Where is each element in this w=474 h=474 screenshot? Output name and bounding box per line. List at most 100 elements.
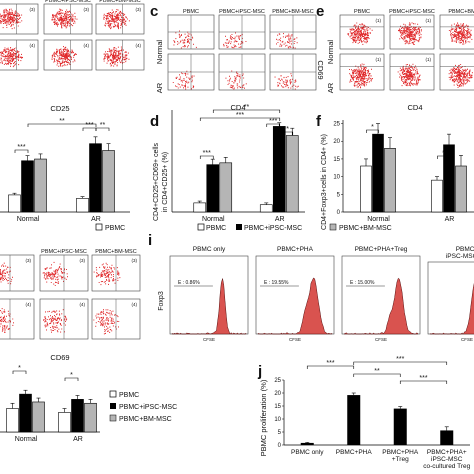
plot-g-normal-0: (3) (0, 254, 35, 292)
plot-g-normal-1-dots (42, 261, 68, 287)
chart-f-ytick-label: 20 (333, 139, 340, 145)
chart-h-category-label: Normal (15, 436, 38, 443)
plot-c-ar-2-dot-cloud (274, 73, 299, 90)
chart-j-category-label: +Treg (392, 456, 409, 463)
plot-c-normal-1-dot-cloud (223, 32, 247, 49)
plot-e-normal-1-quadrant-label: (1) (426, 18, 432, 23)
plot-c-normal-0-dots (173, 30, 197, 49)
plot-e-normal-2-title: PBMC+BM (448, 9, 474, 15)
chart-j-category-label: co-cultured Treg (423, 463, 470, 470)
chart-j-bar (440, 430, 454, 445)
legend-d-swatch-pbmc (197, 223, 205, 231)
plot-e-normal-0-quadrant-label: (1) (376, 18, 382, 23)
legend-d-swatch-ipsc (236, 224, 242, 230)
chart-f-category-label: Normal (367, 216, 390, 223)
histogram-0-title: PBMC only (193, 246, 226, 253)
chart-d-sig-bracket (199, 117, 281, 121)
histogram-1-frame (255, 255, 335, 335)
chart-b-bar (21, 160, 34, 213)
plot-a-ar-2-dots (103, 46, 130, 67)
chart-d: Normal AR************* (171, 104, 305, 223)
histogram-2-xlabel: CFSE (375, 337, 387, 342)
chart-f-bar (431, 179, 443, 213)
chart-j-bar (300, 442, 314, 445)
histogram-3-frame (427, 261, 474, 335)
plot-e-ar-1-quadrant-label: (1) (426, 57, 432, 62)
plot-c-ar-1 (218, 53, 266, 91)
plot-c-normal-2-dot-cloud (276, 33, 298, 49)
chart-d-category-label: Normal (202, 216, 225, 223)
plot-c-normal-0: PBMC (167, 9, 215, 50)
plot-g-ar-1-dot-cloud (43, 309, 68, 333)
bar-charts-layer: Normal AR**********Normal AR*************0… (0, 104, 474, 470)
chart-b-bar (8, 194, 21, 213)
chart-j-ytick-label: 0 (278, 443, 282, 449)
plot-g-ar-1-quadrant-label: (4) (80, 302, 86, 307)
chart-b-sig-stars: *** (17, 144, 25, 151)
plot-a-ar-1-dot-cloud (51, 46, 77, 67)
histogram-1-curve (257, 277, 333, 335)
chart-j-sig-stars: ** (374, 368, 380, 375)
plot-c-ar-1-dots (225, 70, 247, 90)
plot-g-ar-2: (4) (91, 298, 141, 340)
chart-h-category-label: AR (73, 436, 83, 443)
legend-b-label-pbmc: PBMC (105, 225, 125, 232)
histogram-2-gate-label: E : 15.00% (350, 280, 375, 286)
chart-f-category-label: AR (445, 216, 455, 223)
plot-e-normal-0: PBMC (1) (339, 9, 385, 50)
plot-a-normal-0: (3) (0, 3, 39, 35)
chart-d-sig-stars: *** (236, 112, 244, 119)
chart-d-sig-bracket (212, 109, 281, 113)
legend-h: PBMC PBMC+iPSC-MSC PBMC+BM-MSC (109, 390, 177, 423)
plot-g-normal-0-quadrant-label: (3) (26, 258, 32, 263)
legend-d-label-pbmc: PBMC (206, 225, 226, 232)
panel-letter-c: c (150, 3, 158, 20)
legend-h-label-pbmc: PBMC (119, 392, 139, 399)
histogram-3-xlabel: CFSE (461, 337, 473, 342)
histogram-1-title: PBMC+PHA (277, 246, 314, 253)
chart-j-bar (393, 408, 407, 445)
chart-j-ytick-label: 5 (278, 430, 282, 436)
plot-g-normal-2-title: PBMC+BM-MSC (95, 249, 136, 255)
histogram-layer: PBMC only E : 0.86% CFSE PBMC+PHA E : 19.55%… (169, 246, 474, 342)
flow-plots-layer: (3) (4) PBMC+iPSC-MSC (3) (4) PBMC+BM-MSC (3) (… (0, 0, 474, 340)
legend-d-label-ipsc: PBMC+iPSC-MSC (244, 225, 302, 232)
chart-j-ytick-label: 15 (274, 404, 281, 410)
chart-j-ytick-label: 10 (274, 417, 281, 423)
legend-d: PBMC PBMC+iPSC-MSC (197, 223, 302, 232)
chart-f-bar (455, 165, 467, 213)
chart-d-bar (206, 164, 220, 213)
chart-d-sig-stars: *** (203, 150, 211, 157)
panel-a-xlabel: CD25 (50, 104, 69, 113)
plot-g-normal-2-dots (93, 262, 121, 286)
plot-e-ar-2-dot-cloud (448, 63, 473, 89)
chart-d-sig-bracket (266, 123, 281, 127)
chart-b-category-label: Normal (17, 216, 40, 223)
plot-e-ar-0-dot-cloud (349, 63, 373, 89)
plot-g-ar-2-dot-cloud (93, 309, 120, 335)
plot-g-ar-2-dots (93, 309, 120, 335)
legend-h-swatch-ipsc (110, 403, 116, 409)
panel-letter-d: d (150, 113, 159, 130)
chart-d-sig-stars: ** (244, 104, 250, 111)
chart-h-bar (58, 412, 71, 433)
panel-c-row-normal: Normal (155, 40, 164, 65)
plot-g-normal-1-dot-cloud (42, 261, 68, 287)
chart-b-sig-bracket (95, 127, 110, 131)
panel-letter-f: f (316, 113, 322, 130)
plot-c-normal-1-title: PBMC+iPSC-MSC (219, 9, 265, 15)
plot-g-normal-0-dots (0, 262, 13, 285)
plot-a-ar-2-dot-cloud (103, 46, 130, 67)
plot-a-normal-0-dots (0, 8, 23, 30)
chart-f: 0 5 10 15 20 25 Normal AR * * (333, 120, 474, 223)
plot-g-ar-1: (4) (39, 298, 89, 340)
chart-b-bar (34, 158, 47, 213)
chart-f-bar (372, 133, 384, 213)
chart-f-ytick-label: 0 (337, 210, 341, 216)
plot-g-normal-1: PBMC+iPSC-MSC (3) (39, 249, 89, 292)
chart-h: Normal AR * * (0, 365, 100, 443)
chart-d-sig-stars: *** (269, 118, 277, 125)
plot-a-ar-0-quadrant-label: (4) (30, 43, 36, 48)
plot-e-ar-2: (1) (439, 53, 474, 91)
plot-e-normal-2-dot-cloud (448, 22, 473, 45)
